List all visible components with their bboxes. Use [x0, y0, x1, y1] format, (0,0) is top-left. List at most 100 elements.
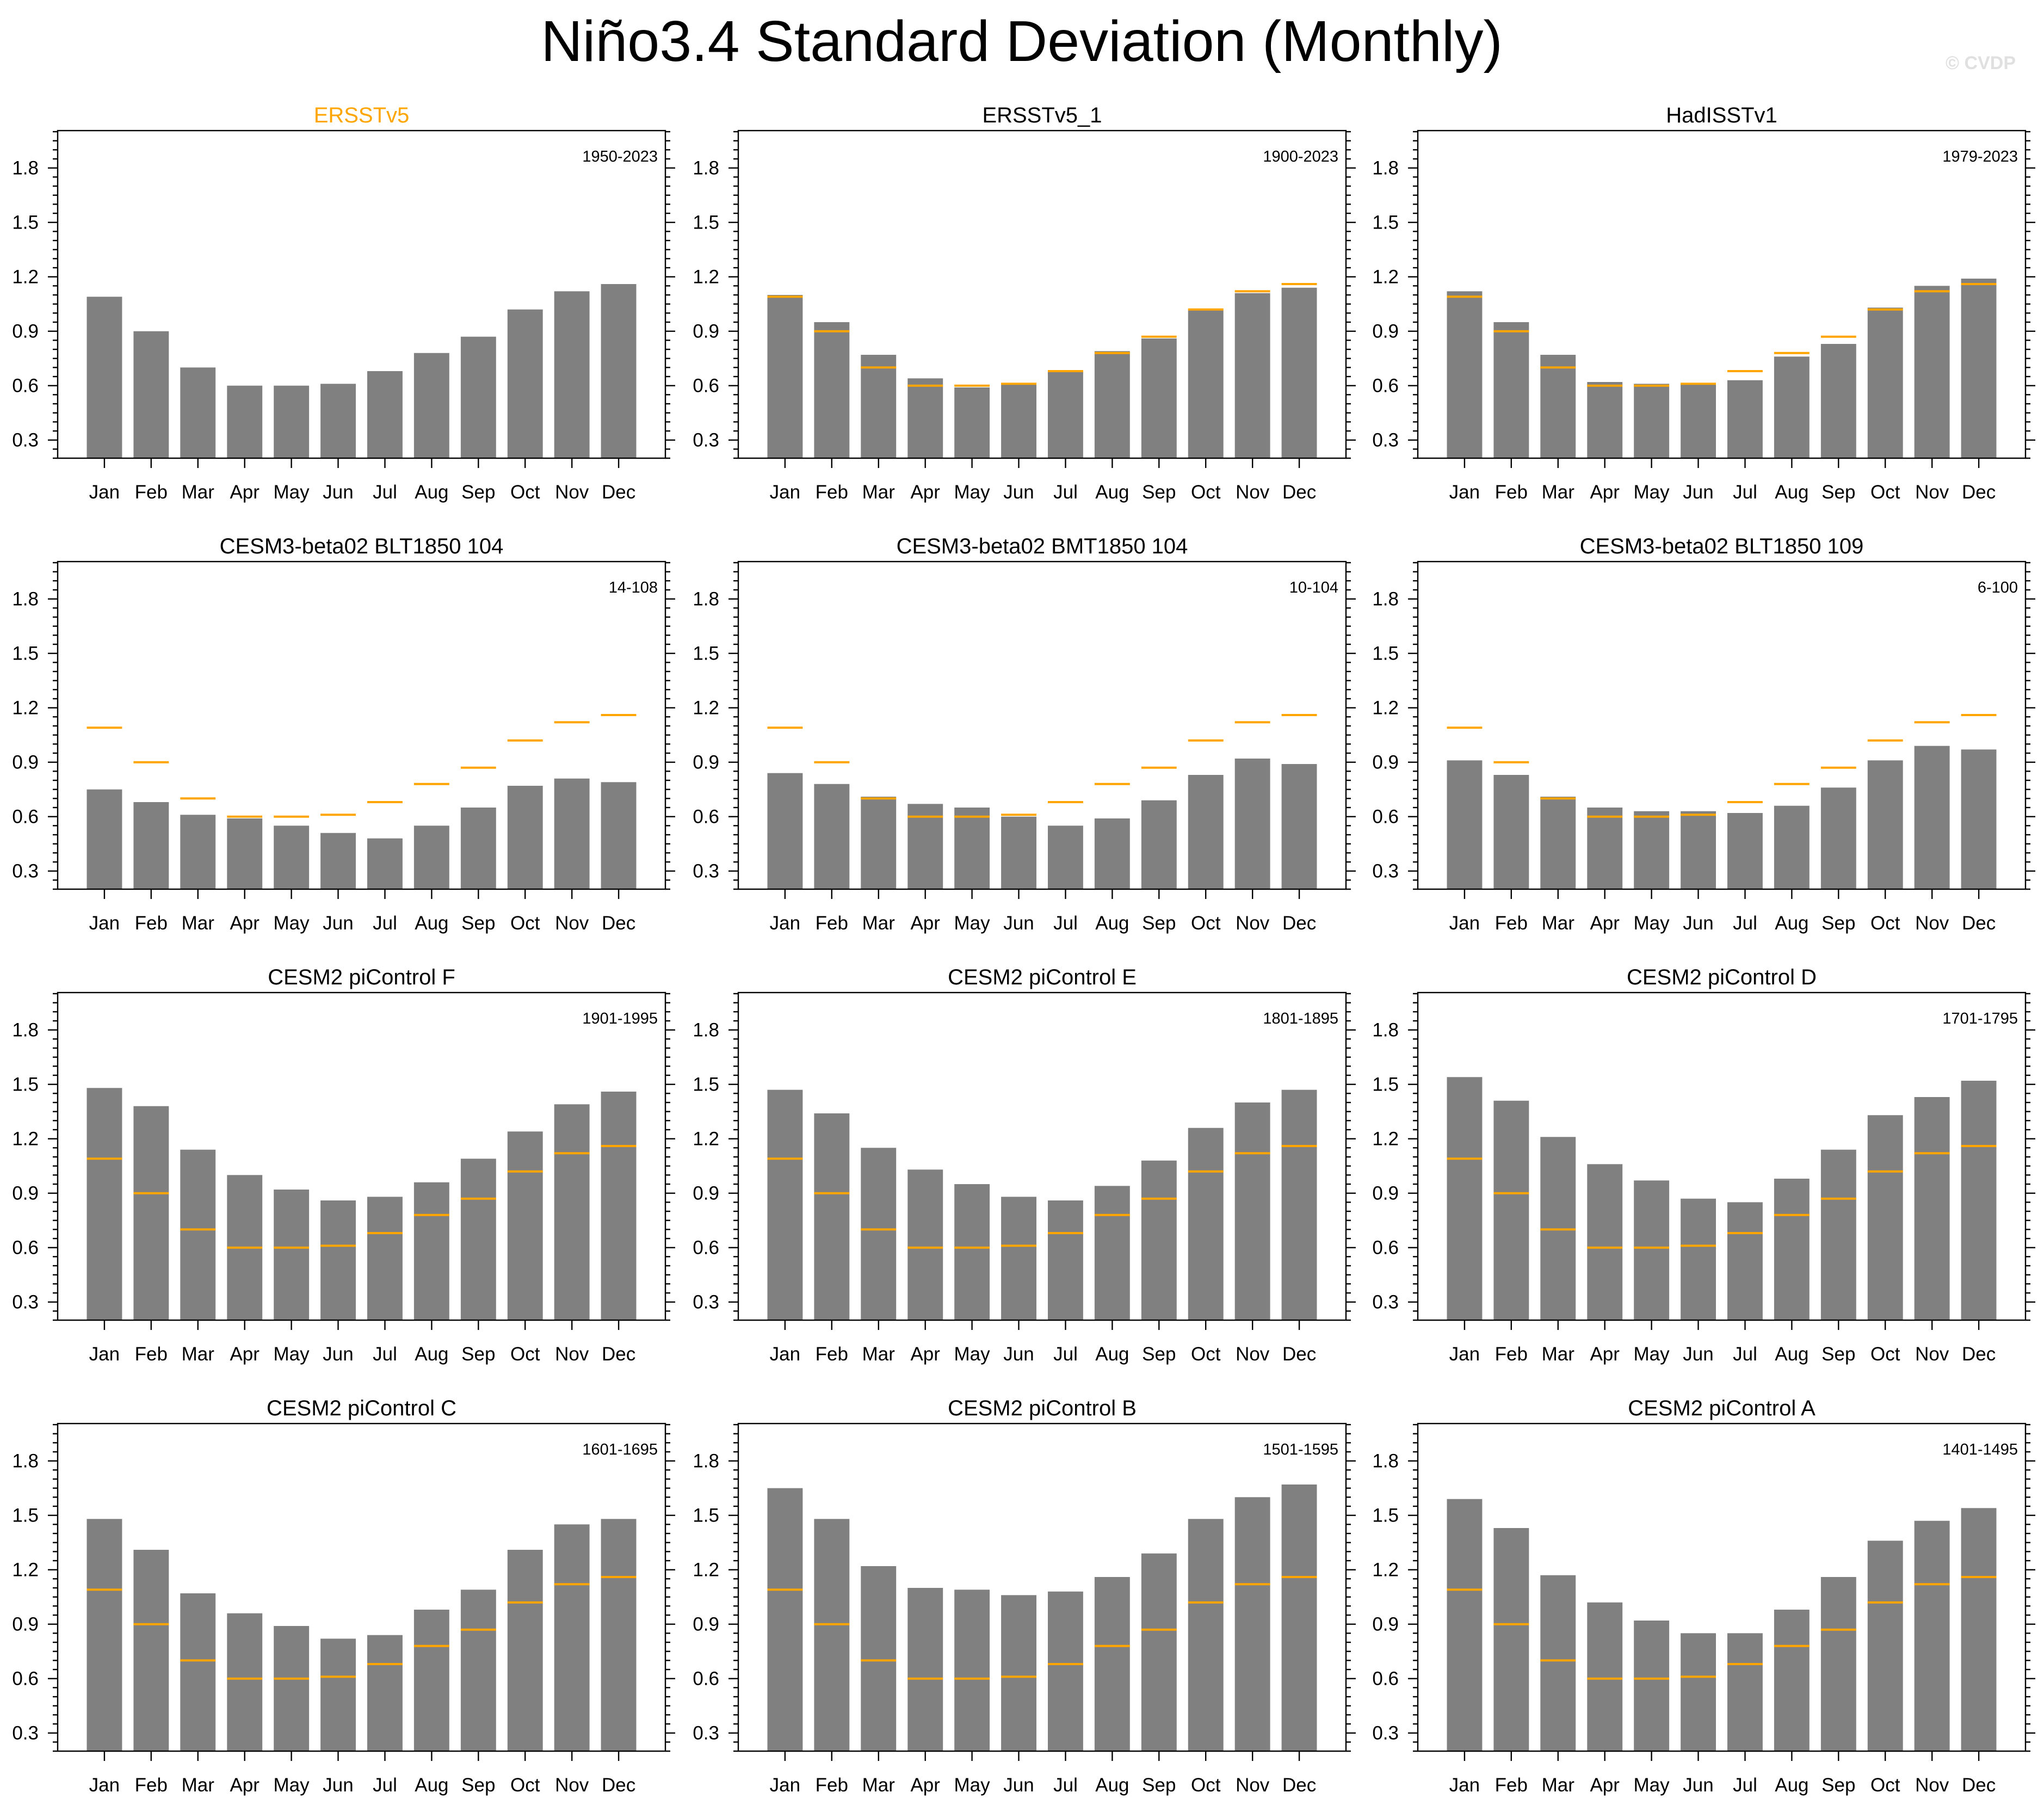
bar — [133, 331, 169, 458]
x-tick-label: Nov — [1915, 913, 1949, 934]
bar — [1141, 800, 1177, 889]
x-tick-label: Dec — [602, 1344, 635, 1365]
x-tick-label: Sep — [1821, 1344, 1855, 1365]
x-tick-label: Apr — [230, 1775, 260, 1796]
bar — [274, 1626, 310, 1751]
x-tick-label: Aug — [415, 1775, 448, 1796]
x-tick-label: Oct — [1191, 482, 1221, 503]
bar — [907, 1588, 943, 1751]
bar — [367, 371, 403, 458]
x-tick-label: Feb — [135, 1775, 168, 1796]
y-tick-label: 0.3 — [1372, 861, 1399, 882]
x-tick-label: Nov — [555, 913, 589, 934]
period-label: 1501-1595 — [1263, 1441, 1338, 1458]
y-tick-label: 1.2 — [12, 267, 39, 288]
bar — [1820, 787, 1856, 889]
y-tick-label: 1.5 — [693, 1505, 719, 1526]
bar — [1914, 286, 1950, 458]
y-tick-label: 0.3 — [12, 1723, 39, 1744]
x-tick-label: Dec — [1282, 1775, 1316, 1796]
bar — [413, 353, 449, 458]
chart-panel: CESM3-beta02 BLT1850 109 6-100 0.3 0.6 0.9 1.… — [1372, 534, 2035, 934]
x-tick-label: Sep — [1821, 482, 1855, 503]
cvdp-watermark: © CVDP — [1946, 53, 2016, 73]
y-tick-label: 0.6 — [1372, 1668, 1399, 1690]
x-tick-label: Nov — [1236, 1344, 1270, 1365]
bar — [1681, 1633, 1716, 1751]
bar — [1727, 813, 1763, 889]
bar — [1234, 1102, 1270, 1320]
x-tick-label: Jan — [89, 1344, 120, 1365]
period-label: 1900-2023 — [1263, 148, 1338, 165]
y-tick-label: 1.2 — [1372, 1560, 1399, 1581]
y-tick-label: 0.6 — [693, 1668, 719, 1690]
y-tick-label: 1.5 — [1372, 1074, 1399, 1095]
bar — [1141, 1160, 1177, 1320]
bar — [1094, 1577, 1130, 1751]
y-tick-label: 0.3 — [693, 1723, 719, 1744]
bar — [1048, 1200, 1083, 1320]
y-tick-label: 0.3 — [12, 1292, 39, 1313]
chart-panel: CESM2 piControl F 1901-1995 0.3 0.6 0.9 1.2 1.… — [12, 965, 675, 1365]
bar — [907, 378, 943, 458]
bar — [1540, 797, 1576, 889]
x-tick-label: Mar — [1542, 482, 1575, 503]
x-tick-label: Jun — [323, 1775, 353, 1796]
y-tick-label: 1.2 — [693, 1560, 719, 1581]
x-tick-label: Feb — [135, 913, 168, 934]
x-tick-label: Jul — [373, 1775, 397, 1796]
x-tick-label: Feb — [1495, 1775, 1528, 1796]
bar — [1048, 371, 1083, 458]
x-tick-label: Apr — [230, 1344, 260, 1365]
bar — [87, 1088, 122, 1320]
y-tick-label: 0.6 — [12, 1668, 39, 1690]
bar — [1727, 1202, 1763, 1320]
y-tick-label: 1.5 — [693, 643, 719, 664]
x-tick-label: May — [1634, 1344, 1670, 1365]
x-tick-label: Oct — [1191, 913, 1221, 934]
x-tick-label: Jun — [1683, 913, 1713, 934]
bar — [1493, 1528, 1529, 1751]
x-tick-label: Jan — [89, 482, 120, 503]
bar — [180, 1149, 216, 1320]
x-tick-label: Oct — [1191, 1344, 1221, 1365]
bar — [1188, 775, 1224, 889]
bar — [413, 1610, 449, 1751]
y-tick-label: 0.6 — [693, 1237, 719, 1259]
bar — [1867, 1541, 1903, 1751]
y-tick-label: 0.9 — [693, 1614, 719, 1635]
chart-panel: CESM2 piControl C 1601-1695 0.3 0.6 0.9 1.2 1.… — [12, 1396, 675, 1796]
x-tick-label: Dec — [1282, 913, 1316, 934]
bar — [554, 1104, 590, 1320]
bar — [767, 773, 803, 889]
x-tick-label: Jan — [770, 1344, 800, 1365]
panel-title: CESM2 piControl E — [948, 965, 1137, 989]
chart-panel: ERSSTv5 1950-2023 0.3 0.6 0.9 1.2 1.5 1.8 Jan Feb… — [12, 103, 675, 503]
x-tick-label: Aug — [1775, 913, 1808, 934]
y-tick-label: 1.8 — [693, 1020, 719, 1041]
x-tick-label: Jul — [1053, 1344, 1078, 1365]
period-label: 1901-1995 — [582, 1010, 658, 1027]
y-tick-label: 0.3 — [12, 861, 39, 882]
y-tick-label: 0.3 — [693, 430, 719, 451]
bar — [1634, 1180, 1670, 1320]
y-tick-label: 0.6 — [693, 375, 719, 397]
y-tick-label: 1.2 — [12, 1129, 39, 1150]
bar — [1587, 382, 1623, 458]
bar — [1281, 764, 1317, 889]
x-tick-label: Dec — [1282, 482, 1316, 503]
bar — [1188, 1519, 1224, 1751]
x-tick-label: May — [954, 1775, 991, 1796]
period-label: 1701-1795 — [1942, 1010, 2018, 1027]
bar — [1681, 811, 1716, 889]
bar — [320, 1200, 356, 1320]
bar — [954, 1590, 990, 1751]
bar — [1141, 338, 1177, 458]
bar — [1234, 293, 1270, 458]
x-tick-label: Apr — [910, 913, 940, 934]
y-tick-label: 0.6 — [12, 375, 39, 397]
x-tick-label: Apr — [1590, 913, 1620, 934]
y-tick-label: 1.2 — [1372, 1129, 1399, 1150]
y-tick-label: 0.9 — [1372, 1183, 1399, 1204]
x-tick-label: Jul — [1733, 913, 1757, 934]
